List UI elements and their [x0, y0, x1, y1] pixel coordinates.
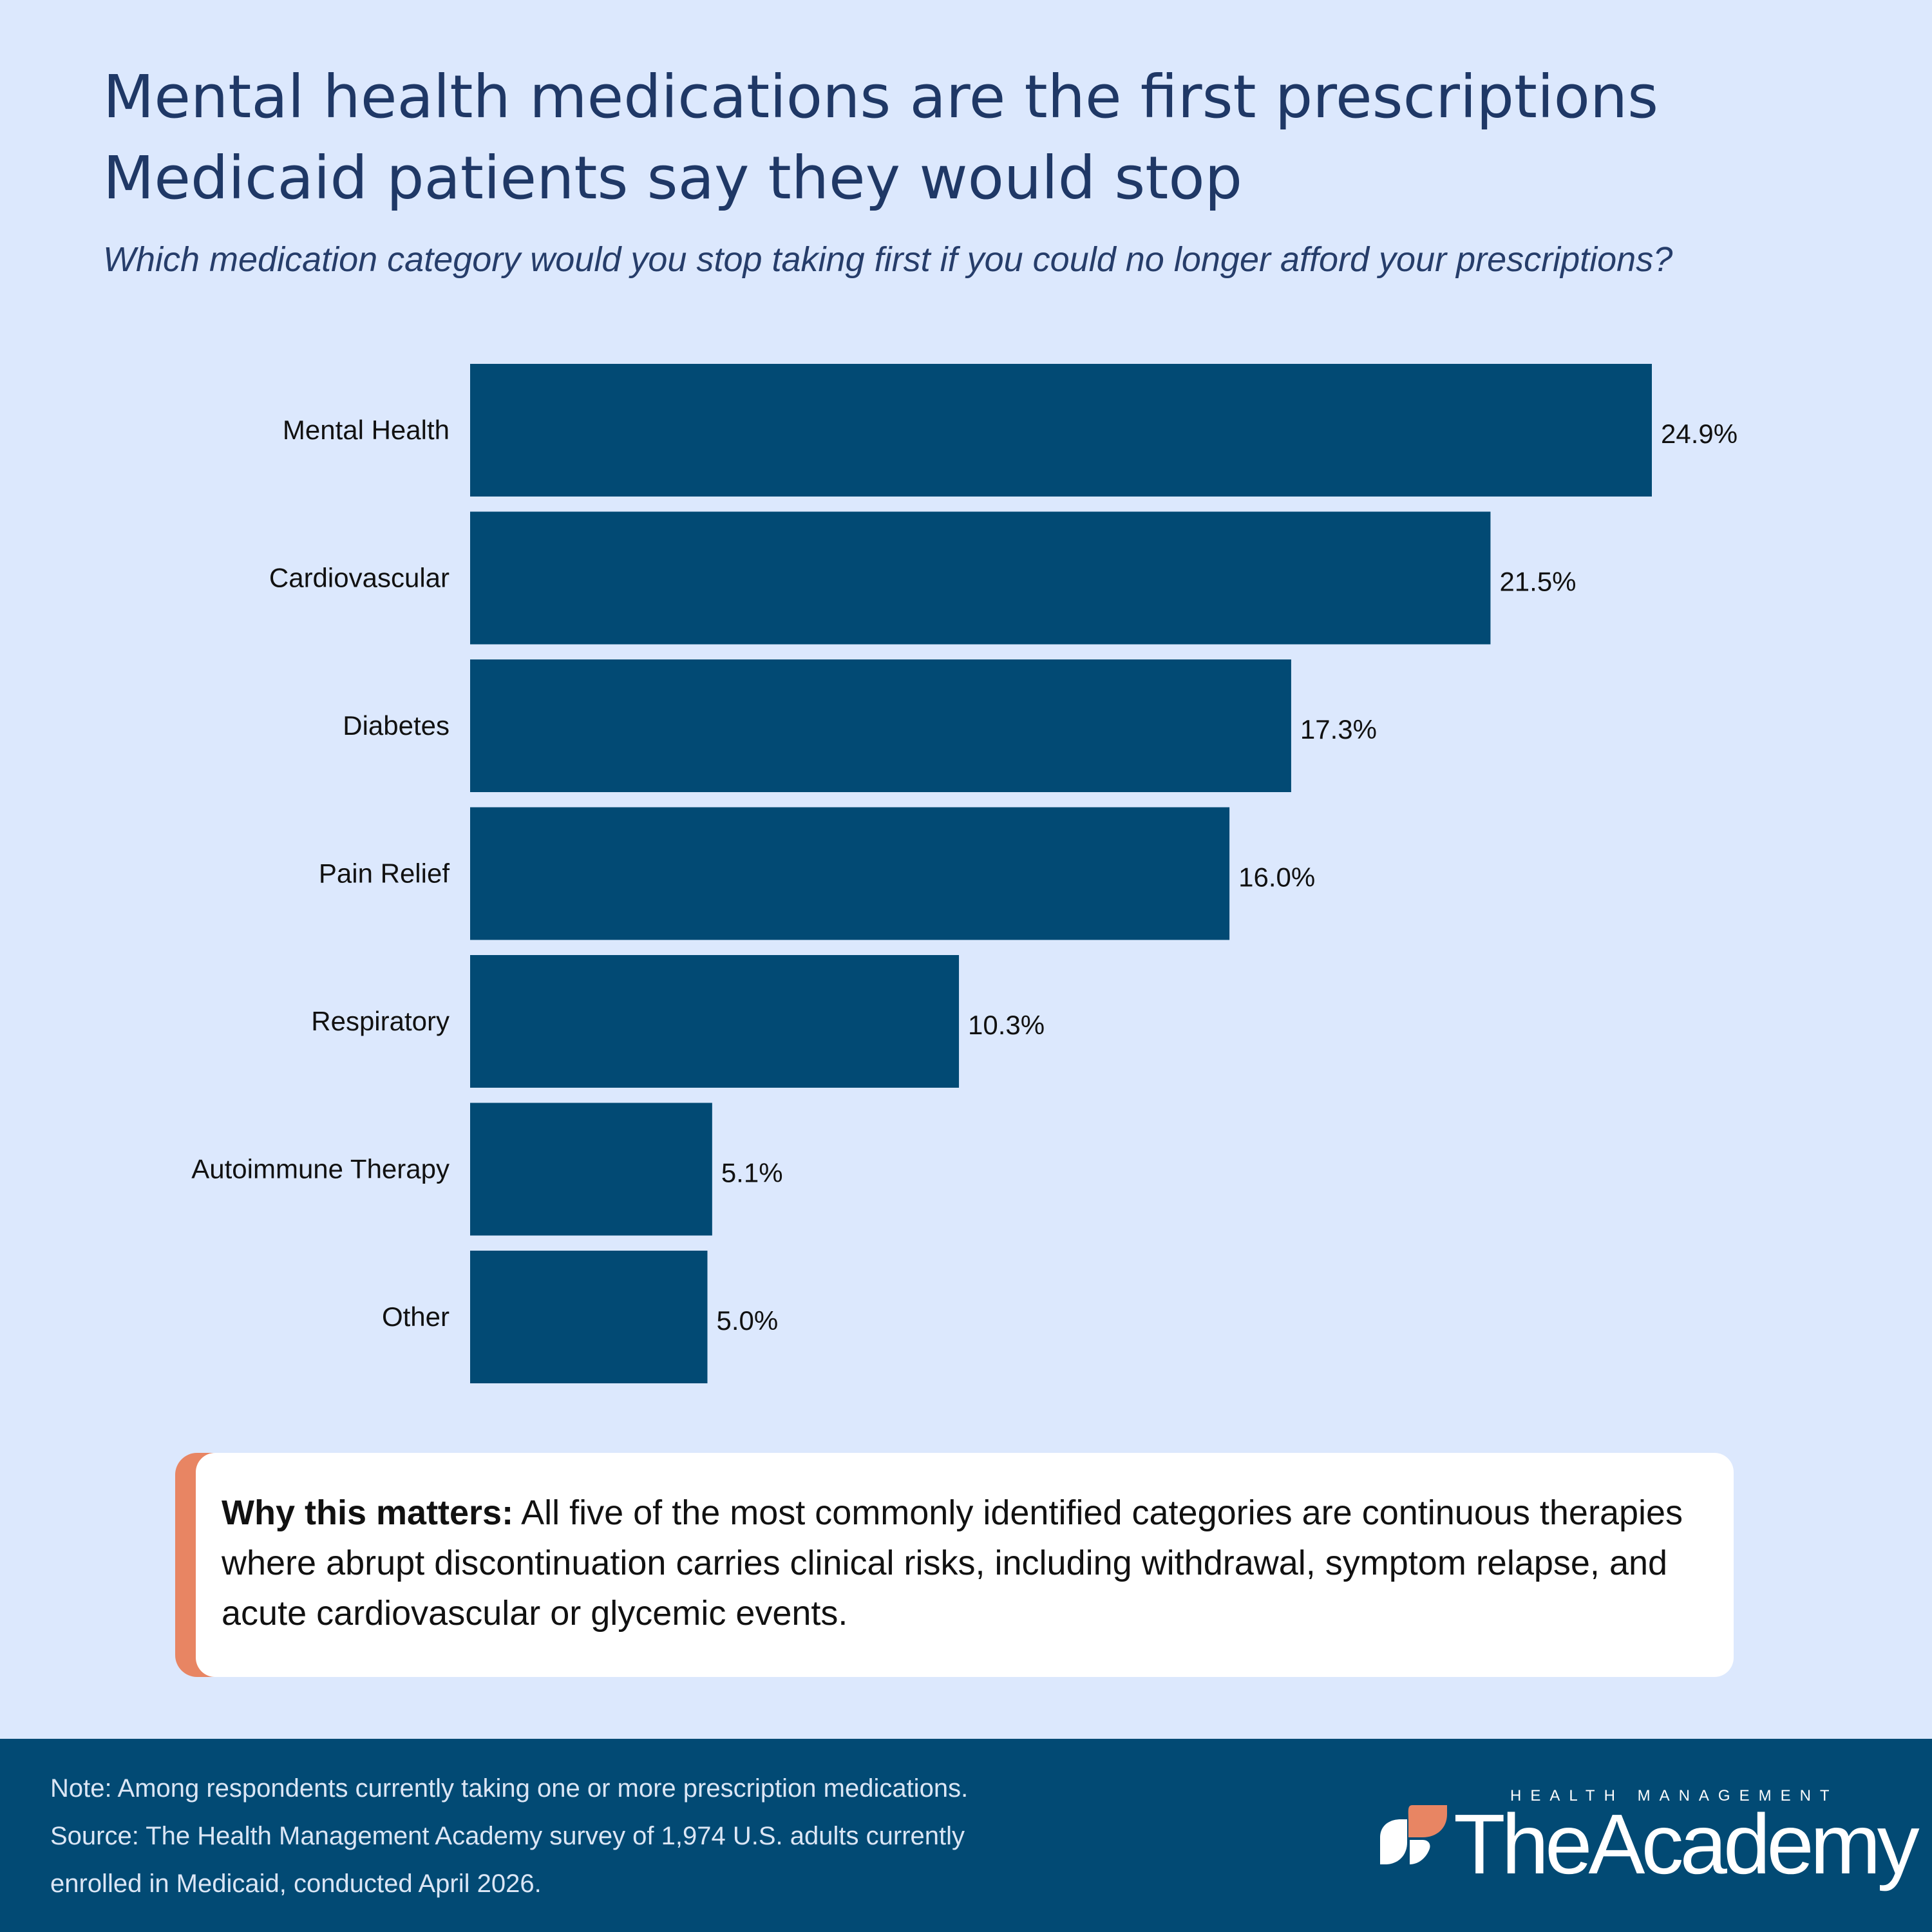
bar-respiratory	[470, 955, 960, 1088]
category-label: Cardiovascular	[269, 563, 450, 593]
footer-notes: Note: Among respondents currently taking…	[50, 1765, 1145, 1908]
why-this-matters-callout: Why this matters: All five of the most c…	[175, 1453, 1734, 1677]
chart-subtitle: Which medication category would you stop…	[103, 240, 1673, 279]
bar-cardiovascular	[470, 511, 1491, 645]
bar-diabetes	[470, 659, 1291, 792]
callout-body: Why this matters: All five of the most c…	[196, 1453, 1734, 1677]
callout-text: All five of the most commonly identified…	[222, 1493, 1683, 1633]
logo-name: TheAcademy	[1454, 1797, 1920, 1891]
category-label: Pain Relief	[319, 858, 450, 889]
value-label: 21.5%	[1499, 567, 1576, 597]
footer-note: Note: Among respondents currently taking…	[50, 1774, 969, 1803]
category-label: Mental Health	[283, 415, 450, 445]
footer: Note: Among respondents currently taking…	[0, 1739, 1932, 1932]
logo-mark-icon	[1380, 1805, 1447, 1864]
bar-mental-health	[470, 364, 1652, 497]
category-label: Autoimmune Therapy	[191, 1154, 450, 1184]
value-label: 10.3%	[968, 1010, 1045, 1040]
chart-title-line-1: Mental health medications are the first …	[103, 62, 1659, 131]
logo-subtitle: HEALTH MANAGEMENT	[1510, 1787, 1839, 1804]
bar-autoimmune-therapy	[470, 1103, 712, 1236]
value-label: 5.1%	[721, 1158, 783, 1188]
bar-other	[470, 1251, 708, 1383]
footer-source-line-2: enrolled in Medicaid, conducted April 20…	[50, 1870, 542, 1898]
chart-title: Mental health medications are the first …	[103, 57, 1842, 219]
the-academy-logo: HEALTH MANAGEMENT TheAcademy	[1375, 1787, 1920, 1891]
category-label: Other	[382, 1302, 450, 1332]
value-label: 5.0%	[716, 1305, 778, 1336]
bar-chart: Mental Health 24.9% Cardiovascular 21.5% Dia…	[191, 364, 1738, 1383]
chart-title-line-2: Medicaid patients say they would stop	[103, 144, 1243, 213]
value-label: 17.3%	[1300, 714, 1377, 744]
category-label: Respiratory	[311, 1006, 450, 1036]
callout-lead: Why this matters:	[222, 1493, 514, 1532]
category-label: Diabetes	[343, 710, 450, 741]
bar-pain-relief	[470, 807, 1230, 940]
value-label: 16.0%	[1238, 862, 1315, 893]
value-label: 24.9%	[1661, 419, 1738, 449]
footer-source-line-1: Source: The Health Management Academy su…	[50, 1822, 965, 1850]
